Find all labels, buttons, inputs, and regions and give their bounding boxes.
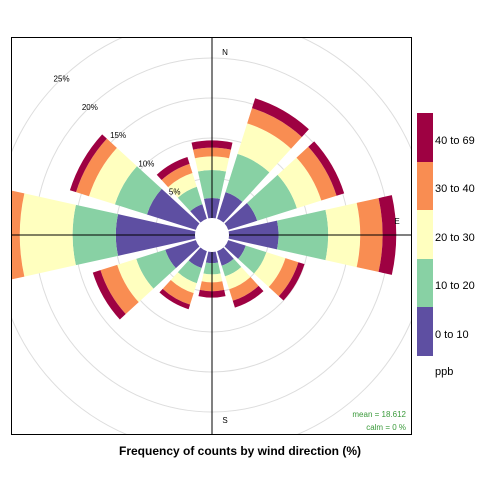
calm-stat: calm = 0 %: [366, 423, 406, 432]
key-swatch-20-30: [417, 210, 433, 259]
wedge-segment: [159, 288, 191, 310]
wedge-segment: [69, 134, 107, 193]
key-unit-label: ppb: [435, 366, 454, 378]
wedge-segment: [268, 258, 299, 297]
compass-label: E: [394, 217, 399, 226]
wedge-segment: [188, 247, 207, 268]
wedge-segment: [229, 277, 259, 301]
wedge-segment: [76, 138, 117, 197]
wedge-segment: [88, 147, 137, 205]
radial-tick-label: 25%: [54, 75, 70, 84]
wedge-segment: [161, 163, 193, 188]
wedge-segment: [168, 173, 197, 198]
chart-title: Frequency of counts by wind direction (%…: [118, 444, 361, 458]
wedge-segment: [217, 247, 234, 266]
key-swatch-30-40: [417, 161, 433, 210]
plot-area: 5% 10% 15% 20% 25% N E S: [0, 37, 412, 435]
wedge-segment: [237, 123, 292, 173]
wedge-segment: [251, 98, 309, 137]
wedge-segment: [308, 141, 345, 196]
wedge-segment: [100, 264, 139, 315]
wedge-segment: [277, 157, 322, 209]
key-swatch-40-69: [417, 113, 433, 162]
wedge-segment: [162, 279, 194, 305]
wedge-segment: [114, 166, 162, 215]
wedge-segment: [296, 146, 337, 201]
mean-stat: mean = 18.612: [352, 410, 406, 419]
wedge-segment: [177, 186, 203, 212]
wedge-segment: [247, 108, 302, 149]
wedge-segment: [225, 267, 251, 290]
wedge-segment: [224, 202, 258, 230]
wedge-segment: [170, 272, 197, 294]
wedge-segment: [217, 192, 243, 223]
key-swatch-10-20: [417, 258, 433, 307]
compass-label: S: [222, 416, 227, 425]
key-label-20-30: 20 to 30: [435, 232, 475, 244]
key-label-30-40: 30 to 40: [435, 183, 475, 195]
wedge-segment: [232, 285, 264, 308]
panel-border: [11, 37, 412, 435]
wedge-segment: [177, 260, 202, 284]
wedge-segment: [146, 188, 200, 230]
wedge-segment: [278, 262, 305, 301]
radial-tick-label: 10%: [138, 159, 154, 168]
wedge-segment: [165, 240, 200, 269]
wedge-segment: [117, 258, 154, 303]
wedge-segment: [238, 245, 267, 274]
wedge-segment: [136, 249, 176, 289]
wedge-segment: [246, 174, 297, 221]
wedge-segment: [224, 240, 246, 259]
wedge-segment: [0, 187, 7, 283]
wedge-segment: [221, 258, 242, 277]
wedge-segment: [156, 156, 190, 180]
radial-tick-label: 20%: [82, 103, 98, 112]
wedge-segment: [225, 153, 270, 202]
key-label-10-20: 10 to 20: [435, 280, 475, 292]
wedge-segment: [190, 204, 207, 223]
radial-tick-label: 5%: [169, 188, 181, 197]
color-key: [417, 113, 433, 356]
key-swatch-0-10: [417, 307, 433, 356]
key-label-40-69: 40 to 69: [435, 135, 475, 147]
radial-tick-label: 15%: [110, 131, 126, 140]
wedge-segment: [92, 270, 126, 320]
key-label-0-10: 0 to 10: [435, 329, 469, 341]
wedge-segment: [254, 252, 286, 288]
compass-label: N: [222, 48, 228, 57]
